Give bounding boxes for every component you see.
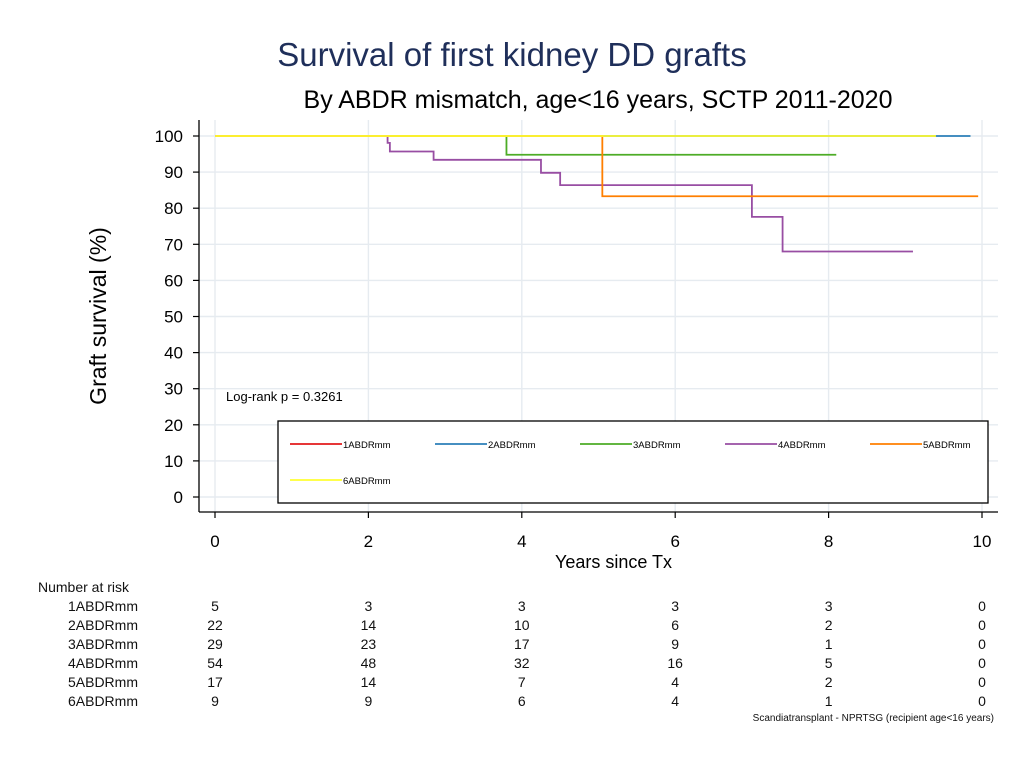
risk-count: 22 [207, 617, 223, 633]
risk-count: 14 [360, 674, 377, 690]
legend-label-3ABDRmm: 3ABDRmm [633, 440, 681, 451]
risk-row-label: 2ABDRmm [67, 617, 138, 633]
y-tick-label: 100 [155, 127, 183, 146]
y-tick-label: 0 [174, 488, 183, 507]
risk-count: 10 [514, 617, 530, 633]
x-tick-label: 8 [824, 532, 833, 551]
x-tick-label: 10 [973, 532, 992, 551]
legend-box [277, 420, 989, 504]
legend-label-4ABDRmm: 4ABDRmm [778, 440, 826, 451]
risk-count: 5 [824, 655, 833, 671]
x-tick-label: 6 [670, 532, 679, 551]
y-tick-label: 20 [164, 416, 183, 435]
chart-subtitle: By ABDR mismatch, age<16 years, SCTP 201… [303, 86, 893, 114]
risk-count: 7 [517, 674, 526, 690]
risk-count: 2 [824, 617, 833, 633]
series-line-4ABDRmm [215, 135, 913, 253]
risk-count: 3 [517, 598, 526, 614]
source-note: Scandiatransplant - NPRTSG (recipient ag… [752, 713, 994, 724]
risk-count: 0 [978, 617, 986, 633]
risk-row-label: 4ABDRmm [67, 655, 138, 671]
y-tick-label: 60 [164, 271, 183, 290]
y-tick-label: 80 [164, 199, 183, 218]
risk-count: 4 [671, 693, 680, 709]
risk-row-2ABDRmm: 2ABDRmm 22 14 10 6 2 0 [0, 617, 1024, 636]
risk-count: 54 [207, 655, 223, 671]
risk-count: 0 [978, 693, 986, 709]
y-tick-label: 50 [164, 308, 183, 327]
risk-row-label: 1ABDRmm [67, 598, 138, 614]
risk-count: 5 [211, 598, 219, 614]
risk-count: 16 [667, 655, 683, 671]
y-tick-label: 90 [164, 163, 183, 182]
risk-row-6ABDRmm: 6ABDRmm 9 9 6 4 1 0 [0, 693, 1024, 712]
legend-label-5ABDRmm: 5ABDRmm [923, 440, 971, 451]
risk-count: 3 [364, 598, 373, 614]
x-tick-label: 2 [364, 532, 373, 551]
risk-count: 14 [360, 617, 377, 633]
legend-label-2ABDRmm: 2ABDRmm [488, 440, 536, 451]
risk-count: 32 [514, 655, 530, 671]
chart-title: Survival of first kidney DD grafts [277, 36, 747, 73]
risk-count: 1 [824, 693, 833, 709]
risk-row-1ABDRmm: 1ABDRmm 5 3 3 3 3 0 [0, 598, 1024, 617]
risk-count: 3 [824, 598, 833, 614]
risk-count: 9 [364, 693, 373, 709]
risk-count: 3 [671, 598, 680, 614]
risk-count: 0 [978, 598, 986, 614]
y-tick-label: 70 [164, 235, 183, 254]
series-line-3ABDRmm [215, 135, 837, 156]
x-axis-title: Years since Tx [555, 552, 672, 572]
risk-count: 29 [207, 636, 223, 652]
risk-table-title: Number at risk [38, 579, 130, 595]
logrank-annotation: Log-rank p = 0.3261 [226, 389, 343, 404]
risk-count: 6 [671, 617, 680, 633]
risk-count: 17 [514, 636, 530, 652]
risk-count: 1 [824, 636, 833, 652]
risk-count: 6 [517, 693, 526, 709]
x-tick-label: 0 [210, 532, 219, 551]
risk-count: 9 [211, 693, 219, 709]
legend-label-1ABDRmm: 1ABDRmm [343, 440, 391, 451]
risk-count: 0 [978, 674, 986, 690]
risk-count: 2 [824, 674, 833, 690]
y-tick-label: 10 [164, 452, 183, 471]
risk-row-4ABDRmm: 4ABDRmm 54 48 32 16 5 0 [0, 655, 1024, 674]
series-line-5ABDRmm [215, 135, 979, 198]
y-tick-label: 30 [164, 380, 183, 399]
risk-count: 23 [360, 636, 377, 652]
x-tick-label: 4 [517, 532, 526, 551]
risk-count: 17 [207, 674, 223, 690]
y-axis-title: Graft survival (%) [85, 227, 111, 405]
risk-row-label: 3ABDRmm [67, 636, 138, 652]
risk-count: 4 [671, 674, 680, 690]
risk-count: 48 [360, 655, 377, 671]
risk-row-label: 6ABDRmm [67, 693, 138, 709]
y-tick-label: 40 [164, 344, 183, 363]
risk-row-label: 5ABDRmm [67, 674, 138, 690]
legend-label-6ABDRmm: 6ABDRmm [343, 476, 391, 487]
risk-count: 9 [671, 636, 680, 652]
risk-row-5ABDRmm: 5ABDRmm 17 14 7 4 2 0 [0, 674, 1024, 693]
risk-count: 0 [978, 655, 986, 671]
risk-count: 0 [978, 636, 986, 652]
risk-row-3ABDRmm: 3ABDRmm 29 23 17 9 1 0 [0, 636, 1024, 655]
